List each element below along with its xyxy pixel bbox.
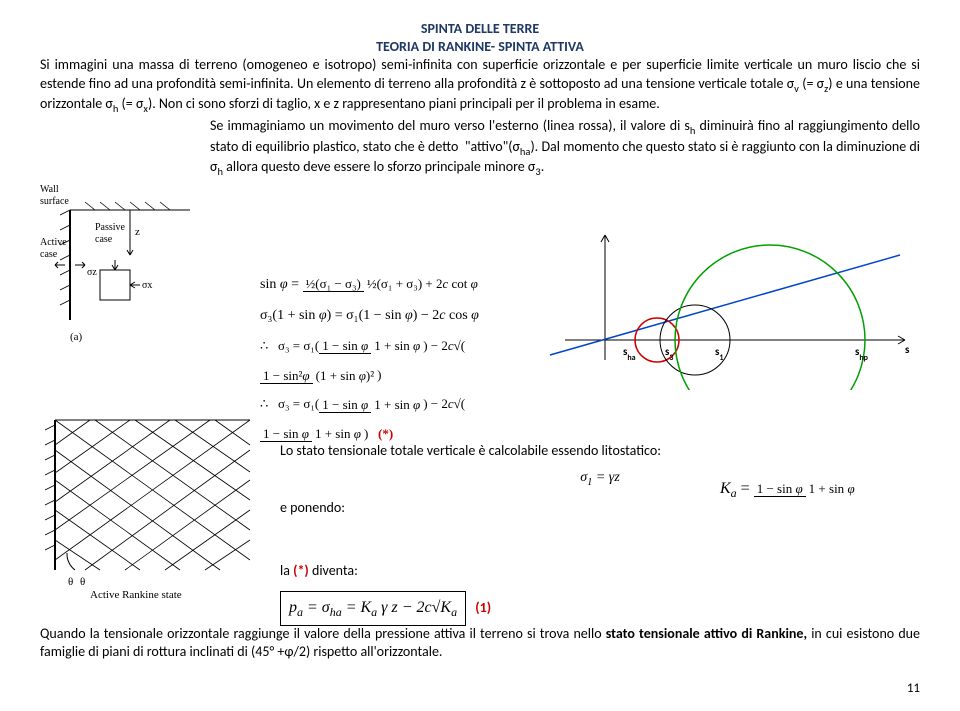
svg-text:case: case bbox=[95, 234, 113, 245]
svg-text:shp: shp bbox=[855, 345, 869, 363]
figure-a: Wall surface Active case Passive case bbox=[40, 180, 195, 364]
svg-text:s: s bbox=[905, 343, 910, 356]
svg-text:sha: sha bbox=[623, 345, 636, 363]
svg-text:σz: σz bbox=[87, 267, 97, 278]
paragraph-1: Si immagini una massa di terreno (omogen… bbox=[40, 56, 920, 115]
svg-text:z: z bbox=[135, 226, 140, 238]
svg-text:(a): (a) bbox=[70, 331, 83, 343]
title-line-1: SPINTA DELLE TERRE bbox=[40, 20, 920, 38]
figure-rankine-state: θ θ Active Rankine state bbox=[40, 410, 255, 604]
svg-text:σx: σx bbox=[142, 280, 152, 291]
eq-star: (*) bbox=[378, 426, 393, 441]
svg-text:t: t bbox=[600, 230, 604, 233]
svg-text:θ: θ bbox=[80, 576, 85, 588]
mohr-diagram: t s sha s3 s1 shp bbox=[545, 230, 915, 390]
final-paragraph: Quando la tensionale orizzontale raggiun… bbox=[40, 625, 920, 661]
svg-text:Active Rankine state: Active Rankine state bbox=[90, 589, 182, 600]
svg-text:Wall: Wall bbox=[40, 184, 59, 195]
svg-text:case: case bbox=[40, 249, 58, 260]
bottom-equations: Lo stato tensionale totale verticale è c… bbox=[280, 440, 920, 626]
formula-derivation: sin φ = ½(σ₁ − σ₃)½(σ₁ + σ₃) + 2c cot φ … bbox=[260, 270, 520, 449]
svg-text:θ: θ bbox=[68, 576, 73, 588]
svg-text:Passive: Passive bbox=[95, 222, 126, 233]
litostatic-text: Lo stato tensionale totale verticale è c… bbox=[280, 440, 920, 461]
eq-1-label: (1) bbox=[475, 599, 491, 616]
page-number: 11 bbox=[907, 681, 920, 696]
paragraph-2: Se immaginiamo un movimento del muro ver… bbox=[210, 117, 920, 178]
title-line-2: TEORIA DI RANKINE- SPINTA ATTIVA bbox=[40, 38, 920, 56]
svg-text:s1: s1 bbox=[715, 345, 723, 363]
equation-pa: pa = σha = Ka γ z − 2c√Ka bbox=[280, 591, 466, 626]
ka-formula: Ka = 1 − sin φ1 + sin φ bbox=[720, 480, 858, 501]
svg-text:Active: Active bbox=[40, 237, 67, 248]
svg-text:surface: surface bbox=[40, 196, 69, 207]
